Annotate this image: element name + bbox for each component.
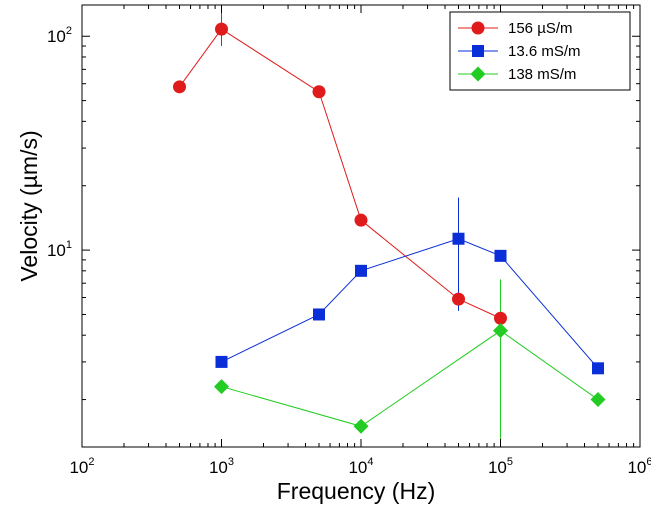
series-line <box>222 331 599 427</box>
data-point-circle <box>355 214 368 227</box>
data-point-square <box>216 356 228 368</box>
x-tick-base: 10 <box>348 458 367 477</box>
y-tick-label: 102 <box>47 25 72 46</box>
data-point-circle <box>173 80 186 93</box>
x-tick-base: 10 <box>627 458 646 477</box>
x-tick-label: 106 <box>627 456 651 477</box>
data-point-diamond <box>493 323 508 338</box>
data-point-circle <box>452 293 465 306</box>
x-tick-label: 102 <box>69 456 94 477</box>
data-point-diamond <box>214 379 229 394</box>
data-point-square <box>495 250 507 262</box>
y-tick-exponent: 1 <box>66 239 72 251</box>
data-point-diamond <box>591 392 606 407</box>
data-point-square <box>355 265 367 277</box>
legend: 156 µS/m 13.6 mS/m 138 mS/m <box>450 12 630 90</box>
x-tick-label: 105 <box>488 456 513 477</box>
x-axis-title: Frequency (Hz) <box>277 478 435 504</box>
y-tick-label: 101 <box>47 239 72 260</box>
x-tick-base: 10 <box>69 458 88 477</box>
series-line <box>222 239 599 369</box>
data-point-square <box>453 233 465 245</box>
x-tick-label: 103 <box>209 456 234 477</box>
y-tick-base: 10 <box>47 27 66 46</box>
legend-label: 138 mS/m <box>508 66 576 83</box>
data-point-square <box>313 308 325 320</box>
x-tick-exponent: 3 <box>228 456 234 468</box>
data-point-square <box>472 45 484 57</box>
data-point-square <box>592 362 604 374</box>
x-tick-exponent: 2 <box>88 456 94 468</box>
x-tick-exponent: 5 <box>507 456 513 468</box>
y-tick-base: 10 <box>47 241 66 260</box>
x-tick-label: 104 <box>348 456 373 477</box>
x-tick-base: 10 <box>488 458 507 477</box>
data-point-circle <box>472 22 485 35</box>
data-point-circle <box>313 85 326 98</box>
x-tick-exponent: 4 <box>367 456 373 468</box>
data-point-circle <box>494 312 507 325</box>
data-point-diamond <box>354 419 369 434</box>
x-tick-exponent: 6 <box>646 456 651 468</box>
y-axis-title: Velocity (µm/s) <box>16 130 42 281</box>
y-tick-exponent: 2 <box>66 25 72 37</box>
data-point-circle <box>215 23 228 36</box>
x-tick-base: 10 <box>209 458 228 477</box>
legend-label: 156 µS/m <box>508 20 573 37</box>
legend-label: 13.6 mS/m <box>508 43 581 60</box>
